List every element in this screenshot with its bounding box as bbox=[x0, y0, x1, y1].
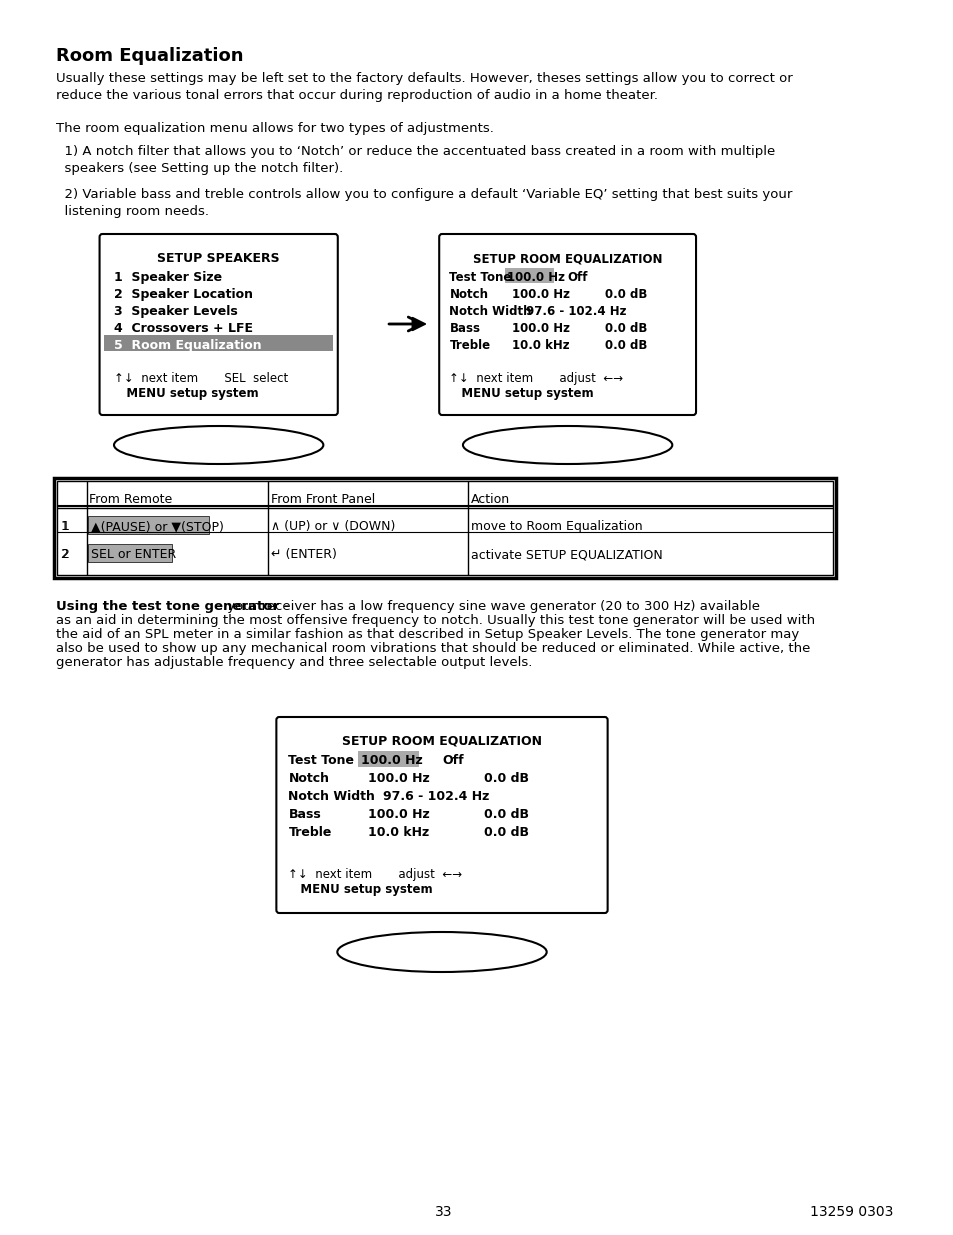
Text: ↑↓  next item       SEL  select: ↑↓ next item SEL select bbox=[113, 372, 288, 385]
Text: 0.0 dB: 0.0 dB bbox=[604, 288, 646, 301]
Bar bbox=[104, 335, 333, 351]
Text: activate SETUP EQUALIZATION: activate SETUP EQUALIZATION bbox=[471, 548, 662, 561]
Text: From Remote: From Remote bbox=[90, 493, 172, 506]
Text: 10.0 kHz: 10.0 kHz bbox=[511, 338, 569, 352]
Ellipse shape bbox=[337, 932, 546, 972]
Text: 4  Crossovers + LFE: 4 Crossovers + LFE bbox=[113, 322, 253, 335]
Text: Off: Off bbox=[441, 755, 463, 767]
Text: 100.0 Hz: 100.0 Hz bbox=[360, 755, 422, 767]
Text: ∧ (UP) or ∨ (DOWN): ∧ (UP) or ∨ (DOWN) bbox=[271, 520, 395, 534]
Text: 10.0 kHz: 10.0 kHz bbox=[367, 826, 428, 839]
Text: 1) A notch filter that allows you to ‘Notch’ or reduce the accentuated bass crea: 1) A notch filter that allows you to ‘No… bbox=[56, 144, 774, 175]
Text: Bass: Bass bbox=[288, 808, 321, 821]
Text: 100.0 Hz: 100.0 Hz bbox=[367, 808, 429, 821]
FancyBboxPatch shape bbox=[99, 233, 337, 415]
Ellipse shape bbox=[462, 426, 672, 464]
Text: SETUP SPEAKERS: SETUP SPEAKERS bbox=[157, 252, 279, 266]
Text: Notch Width: Notch Width bbox=[288, 790, 375, 803]
Text: MENU setup system: MENU setup system bbox=[449, 387, 594, 400]
Text: SEL or ENTER: SEL or ENTER bbox=[91, 548, 176, 561]
Text: ↑↓  next item       adjust  ←→: ↑↓ next item adjust ←→ bbox=[449, 372, 623, 385]
Text: 1: 1 bbox=[60, 520, 69, 534]
Text: 3  Speaker Levels: 3 Speaker Levels bbox=[113, 305, 237, 317]
Text: Treble: Treble bbox=[288, 826, 332, 839]
Text: 97.6 - 102.4 Hz: 97.6 - 102.4 Hz bbox=[525, 305, 625, 317]
Text: ▲(PAUSE) or ▼(STOP): ▲(PAUSE) or ▼(STOP) bbox=[91, 520, 224, 534]
Text: Notch Width: Notch Width bbox=[449, 305, 532, 317]
Text: as an aid in determining the most offensive frequency to notch. Usually this tes: as an aid in determining the most offens… bbox=[56, 614, 814, 627]
Text: Room Equalization: Room Equalization bbox=[56, 47, 243, 65]
Text: MENU setup system: MENU setup system bbox=[288, 883, 433, 897]
Text: ↵ (ENTER): ↵ (ENTER) bbox=[271, 548, 336, 561]
Text: 0.0 dB: 0.0 dB bbox=[483, 772, 528, 785]
Bar bbox=[358, 751, 418, 767]
Text: also be used to show up any mechanical room vibrations that should be reduced or: also be used to show up any mechanical r… bbox=[56, 642, 809, 655]
Bar bbox=[54, 478, 835, 578]
Text: ↑↓  next item       adjust  ←→: ↑↓ next item adjust ←→ bbox=[288, 868, 462, 881]
Text: SETUP ROOM EQUALIZATION: SETUP ROOM EQUALIZATION bbox=[473, 252, 661, 266]
Text: The room equalization menu allows for two types of adjustments.: The room equalization menu allows for tw… bbox=[56, 122, 494, 135]
Bar bbox=[89, 543, 172, 562]
Text: 5  Room Equalization: 5 Room Equalization bbox=[113, 338, 261, 352]
Text: From Front Panel: From Front Panel bbox=[271, 493, 375, 506]
FancyBboxPatch shape bbox=[438, 233, 696, 415]
Text: Bass: Bass bbox=[449, 322, 480, 335]
Text: 0.0 dB: 0.0 dB bbox=[483, 808, 528, 821]
Bar bbox=[505, 268, 553, 283]
Text: 0.0 dB: 0.0 dB bbox=[604, 322, 646, 335]
Text: Notch: Notch bbox=[449, 288, 488, 301]
Text: 0.0 dB: 0.0 dB bbox=[604, 338, 646, 352]
Text: move to Room Equalization: move to Room Equalization bbox=[471, 520, 641, 534]
Text: Treble: Treble bbox=[449, 338, 490, 352]
Text: 13259 0303: 13259 0303 bbox=[809, 1205, 892, 1219]
Text: generator has adjustable frequency and three selectable output levels.: generator has adjustable frequency and t… bbox=[56, 656, 532, 669]
Bar bbox=[89, 516, 209, 534]
Text: 2: 2 bbox=[60, 548, 69, 561]
Text: your receiver has a low frequency sine wave generator (20 to 300 Hz) available: your receiver has a low frequency sine w… bbox=[223, 600, 760, 613]
Text: 100.0 Hz: 100.0 Hz bbox=[511, 322, 569, 335]
Text: 100.0 Hz: 100.0 Hz bbox=[511, 288, 569, 301]
Ellipse shape bbox=[113, 426, 323, 464]
Text: 2  Speaker Location: 2 Speaker Location bbox=[113, 288, 253, 301]
Text: Off: Off bbox=[567, 270, 587, 284]
Text: 1  Speaker Size: 1 Speaker Size bbox=[113, 270, 221, 284]
Text: Test Tone: Test Tone bbox=[288, 755, 355, 767]
Text: Action: Action bbox=[471, 493, 510, 506]
Bar bbox=[56, 480, 832, 576]
Text: SETUP ROOM EQUALIZATION: SETUP ROOM EQUALIZATION bbox=[341, 735, 541, 748]
Text: Test Tone: Test Tone bbox=[449, 270, 511, 284]
Text: 100.0 Hz: 100.0 Hz bbox=[507, 270, 564, 284]
Text: 0.0 dB: 0.0 dB bbox=[483, 826, 528, 839]
Text: Usually these settings may be left set to the factory defaults. However, theses : Usually these settings may be left set t… bbox=[56, 72, 792, 103]
Text: 100.0 Hz: 100.0 Hz bbox=[367, 772, 429, 785]
FancyBboxPatch shape bbox=[276, 718, 607, 913]
Text: 2) Variable bass and treble controls allow you to configure a default ‘Variable : 2) Variable bass and treble controls all… bbox=[56, 188, 791, 219]
Text: the aid of an SPL meter in a similar fashion as that described in Setup Speaker : the aid of an SPL meter in a similar fas… bbox=[56, 629, 799, 641]
Text: Notch: Notch bbox=[288, 772, 329, 785]
Text: 1: 1 bbox=[61, 520, 70, 534]
Text: 2: 2 bbox=[61, 548, 70, 561]
Text: 33: 33 bbox=[435, 1205, 452, 1219]
Text: Using the test tone generator -: Using the test tone generator - bbox=[56, 600, 289, 613]
Text: MENU setup system: MENU setup system bbox=[113, 387, 258, 400]
Text: 97.6 - 102.4 Hz: 97.6 - 102.4 Hz bbox=[383, 790, 489, 803]
